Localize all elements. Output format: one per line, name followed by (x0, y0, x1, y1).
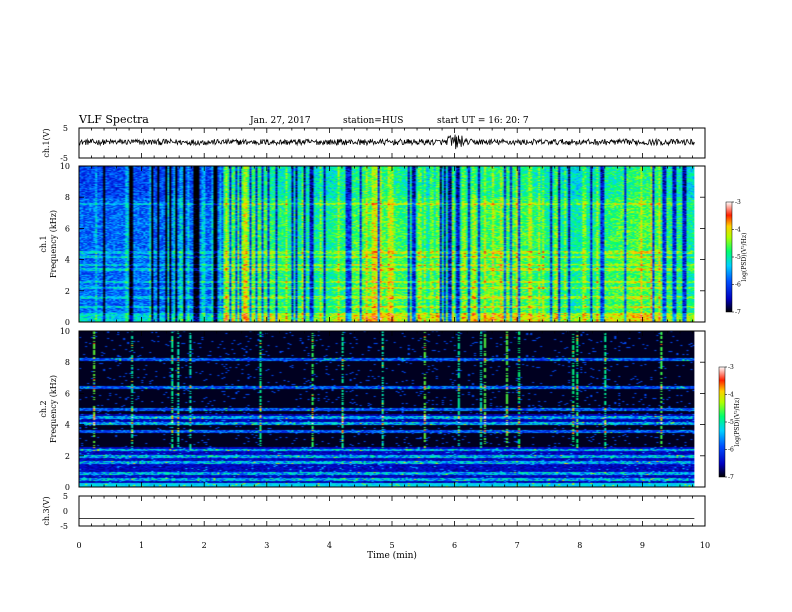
colorbar-tick-label: -4 (728, 392, 734, 399)
frequency-tick-label: 8 (65, 193, 70, 202)
colorbar-tick-label: -5 (735, 254, 741, 261)
ch2-frequency-axis-label: Frequency (kHz) (49, 375, 58, 443)
ch3-waveform-ylabel: ch.3(V) (42, 496, 51, 525)
time-tick-label: 4 (327, 541, 332, 550)
frequency-tick-label: 0 (65, 483, 70, 492)
frequency-tick-label: 10 (60, 162, 70, 171)
ch3-ytick-top: 5 (63, 492, 68, 501)
ch1-spectrogram-channel-label: ch.1 (39, 235, 48, 252)
colorbar-tick-label: -6 (735, 282, 741, 289)
frequency-tick-label: 0 (65, 318, 70, 327)
frequency-tick-label: 2 (65, 287, 70, 296)
ch2-spectrogram-channel-label: ch.2 (39, 400, 48, 417)
ch3-ytick-bottom: -5 (60, 522, 68, 531)
time-tick-label: 6 (452, 541, 457, 550)
frequency-tick-label: 6 (65, 224, 70, 233)
ch2-colorbar-gradient (718, 366, 726, 478)
frequency-tick-label: 2 (65, 452, 70, 461)
ch1-ytick-bottom: -5 (60, 154, 68, 163)
ch1-frequency-axis-label: Frequency (kHz) (49, 210, 58, 278)
time-tick-label: 2 (202, 541, 207, 550)
ch1-waveform-ylabel: ch.1(V) (42, 128, 51, 157)
frequency-tick-label: 8 (65, 358, 70, 367)
colorbar-tick-label: -3 (735, 199, 741, 206)
ch2-spectrogram-image (79, 331, 695, 487)
time-tick-label: 9 (640, 541, 645, 550)
ch2-colorbar-label: log(PSD)(V²/Hz) (734, 398, 741, 447)
time-tick-label: 0 (76, 541, 81, 550)
ch1-colorbar-label: log(PSD)(V²/Hz) (741, 233, 748, 282)
time-tick-label: 1 (139, 541, 144, 550)
ch1-spectrogram-image (79, 166, 695, 322)
frequency-tick-label: 10 (60, 327, 70, 336)
time-axis-label: Time (min) (367, 550, 417, 561)
colorbar-tick-label: -5 (728, 419, 734, 426)
ch1-waveform-trace (79, 134, 695, 150)
time-tick-label: 3 (264, 541, 269, 550)
ch3-waveform-panel: ch.3(V) 5 0 -5 (42, 492, 706, 531)
colorbar-tick-label: -7 (735, 309, 741, 316)
colorbar-tick-label: -4 (735, 227, 741, 234)
ch2-spectrogram-panel: ch.2 Frequency (kHz) 0 2 4 6 8 10 -3 -4 -5 -6 -7 … (39, 327, 741, 492)
ch2-colorbar: -3 -4 -5 -6 -7 log(PSD)(V²/Hz) (718, 364, 741, 481)
ch1-colorbar-gradient (725, 201, 733, 313)
ch1-colorbar: -3 -4 -5 -6 -7 log(PSD)(V²/Hz) (725, 199, 748, 316)
figure-title: VLF Spectra (78, 113, 149, 126)
frequency-tick-label: 6 (65, 389, 70, 398)
colorbar-tick-label: -6 (728, 447, 734, 454)
time-tick-label: 8 (577, 541, 582, 550)
start-time-label: start UT = 16: 20: 7 (437, 116, 529, 126)
colorbar-tick-label: -7 (728, 474, 734, 481)
time-tick-label: 10 (700, 541, 710, 550)
frequency-tick-label: 4 (65, 421, 70, 430)
station-label: station=HUS (343, 116, 403, 126)
ch3-ytick-mid: 0 (63, 507, 68, 516)
ch1-spectrogram-panel: ch.1 Frequency (kHz) 0 2 4 6 8 10 -3 -4 -5 -6 -7 … (39, 162, 748, 327)
colorbar-tick-label: -3 (728, 364, 734, 371)
time-axis-ticks: 0 1 2 3 4 5 6 7 8 9 10 (76, 541, 710, 550)
time-tick-label: 5 (389, 541, 394, 550)
ch1-ytick-top: 5 (63, 124, 68, 133)
ch1-waveform-panel: ch.1(V) 5 -5 (42, 124, 706, 163)
date-label: Jan. 27, 2017 (249, 116, 311, 126)
time-tick-label: 7 (515, 541, 520, 550)
frequency-tick-label: 4 (65, 256, 70, 265)
